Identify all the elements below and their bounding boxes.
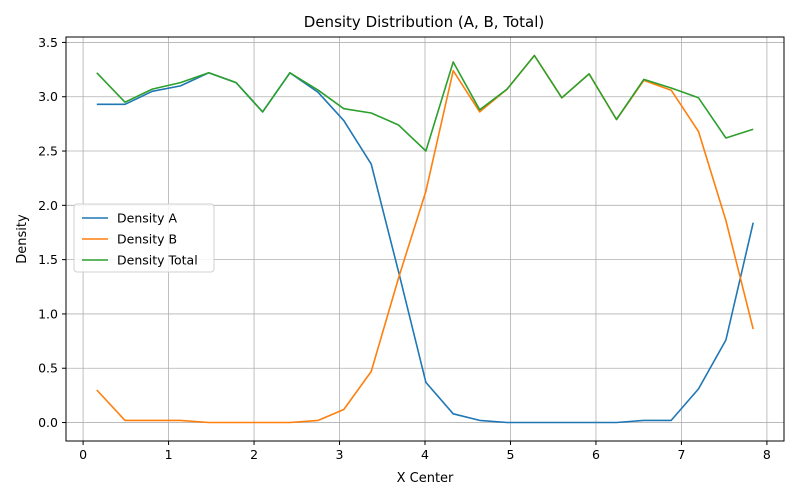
x-tick-label: 6 [592, 447, 600, 462]
x-tick-label: 0 [79, 447, 87, 462]
y-tick-label: 3.0 [38, 89, 58, 104]
legend-label: Density A [117, 211, 177, 226]
x-tick-label: 3 [336, 447, 344, 462]
x-tick-label: 1 [165, 447, 173, 462]
series-layer [96, 54, 754, 424]
y-tick-label: 0.5 [38, 361, 58, 376]
x-tick-label: 4 [421, 447, 429, 462]
y-tick-label: 1.0 [38, 306, 58, 321]
y-tick-label: 0.0 [38, 415, 58, 430]
x-axis-label: X Center [397, 471, 454, 486]
series-line-density-total [96, 54, 754, 152]
x-tick-label: 7 [677, 447, 685, 462]
y-tick-label: 2.0 [38, 198, 58, 213]
y-tick-label: 3.5 [38, 35, 58, 50]
x-tick-label: 5 [506, 447, 514, 462]
y-axis-ticks: 0.0 0.5 1.0 1.5 2.0 2.5 3.0 3.5 [38, 35, 66, 430]
grid [66, 37, 784, 441]
x-tick-label: 2 [250, 447, 258, 462]
y-axis-label: Density [15, 214, 30, 264]
legend-label: Density B [117, 232, 177, 247]
legend: Density A Density B Density Total [73, 203, 215, 273]
chart-title: Density Distribution (A, B, Total) [304, 13, 544, 31]
x-tick-label: 8 [763, 447, 771, 462]
legend-box [73, 203, 215, 273]
y-tick-label: 2.5 [38, 144, 58, 159]
y-tick-label: 1.5 [38, 252, 58, 267]
x-axis-ticks: 0 1 2 3 4 5 6 7 8 [79, 441, 771, 462]
legend-label: Density Total [117, 253, 198, 268]
